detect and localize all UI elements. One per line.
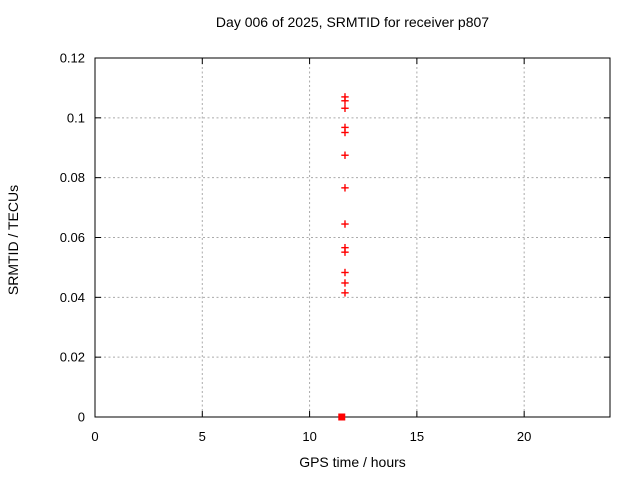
y-tick-label: 0.06 [60,230,85,245]
x-tick-label: 10 [302,429,316,444]
y-tick-label: 0.08 [60,170,85,185]
x-tick-label: 5 [199,429,206,444]
y-tick-label: 0.04 [60,290,85,305]
chart-title: Day 006 of 2025, SRMTID for receiver p80… [215,14,490,30]
y-tick-label: 0.12 [60,51,85,66]
y-tick-label: 0.02 [60,350,85,365]
x-tick-label: 0 [91,429,98,444]
x-tick-label: 20 [517,429,531,444]
y-tick-label: 0 [78,410,85,425]
data-point-square [338,413,346,421]
x-axis-label: GPS time / hours [299,454,406,470]
y-tick-label: 0.1 [67,110,85,125]
x-tick-label: 15 [410,429,424,444]
